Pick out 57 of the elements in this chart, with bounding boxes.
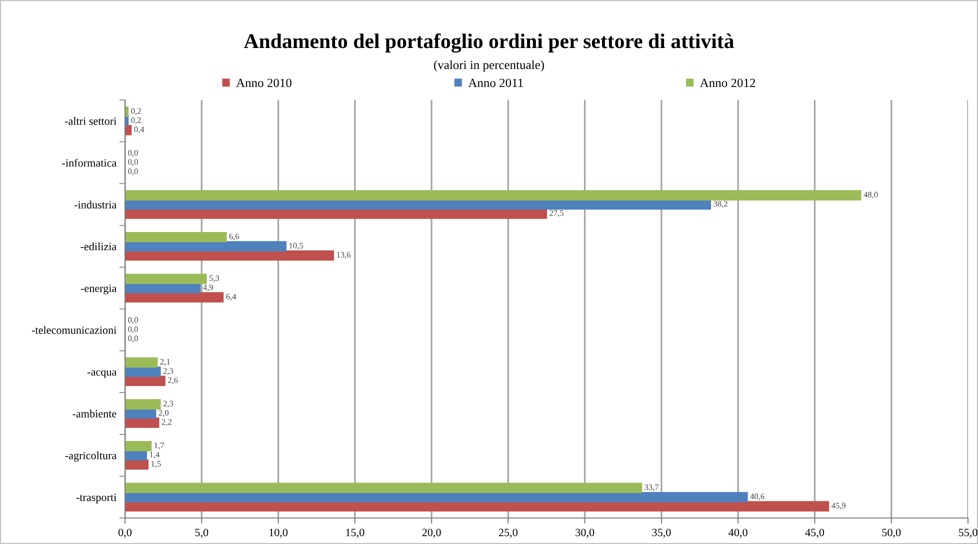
x-tick-label: 50,0 bbox=[882, 528, 901, 538]
data-label: 33,7 bbox=[644, 484, 659, 492]
data-label: 0,4 bbox=[134, 126, 144, 134]
data-label: 0,2 bbox=[131, 108, 141, 115]
x-tick-label: 10,0 bbox=[270, 528, 288, 538]
data-label: 2,1 bbox=[160, 358, 170, 366]
data-label: 40,6 bbox=[750, 494, 764, 500]
chart-subtitle: (valori in percentuale) bbox=[434, 60, 544, 72]
data-label: 5,3 bbox=[209, 275, 220, 282]
data-label: 0,0 bbox=[128, 168, 138, 176]
x-tick-label: 5,0 bbox=[195, 528, 208, 538]
data-label: 4,9 bbox=[203, 284, 213, 292]
y-tick-label: -ambiente bbox=[72, 410, 116, 418]
y-tick-label: -telecomunicazioni bbox=[32, 326, 116, 334]
x-tick-label: 55,0 bbox=[958, 528, 978, 538]
y-tick-label: -agricoltura bbox=[65, 451, 117, 462]
legend-label: Anno 2010 bbox=[236, 78, 292, 88]
y-tick-label: -altri settori bbox=[64, 117, 116, 125]
data-label: 0,0 bbox=[128, 326, 138, 334]
legend-label: Anno 2012 bbox=[700, 78, 756, 88]
data-label: 13,6 bbox=[336, 252, 351, 259]
data-label: 0,0 bbox=[128, 336, 138, 342]
y-tick-label: -acqua bbox=[87, 370, 117, 378]
x-tick-label: 40,0 bbox=[728, 528, 748, 538]
data-label: 0,0 bbox=[128, 159, 138, 166]
y-tick-label: -industria bbox=[74, 200, 117, 208]
x-tick-label: 20,0 bbox=[422, 528, 441, 538]
data-label: 1,4 bbox=[150, 452, 160, 459]
y-tick-label: -energia bbox=[80, 284, 117, 294]
data-label: 2,0 bbox=[158, 410, 169, 417]
data-label: 48,0 bbox=[864, 192, 878, 199]
data-label: 6,4 bbox=[226, 294, 236, 301]
data-label: 2,3 bbox=[163, 400, 174, 408]
data-label: 0,0 bbox=[128, 150, 138, 157]
data-label: 38,2 bbox=[714, 200, 728, 208]
data-label: 27,5 bbox=[550, 210, 564, 217]
data-label: 1,5 bbox=[152, 461, 161, 468]
data-label: 1,7 bbox=[154, 442, 164, 450]
data-label: 2,6 bbox=[168, 377, 178, 384]
y-tick-label: -trasporti bbox=[76, 494, 116, 504]
data-label: 2,2 bbox=[162, 419, 172, 426]
x-tick-label: 35,0 bbox=[652, 528, 671, 538]
x-tick-label: 30,0 bbox=[576, 528, 594, 538]
x-tick-label: 0,0 bbox=[118, 528, 132, 538]
data-label: 6,6 bbox=[229, 234, 240, 240]
chart-title: Andamento del portafoglio ordini per settore di attività bbox=[244, 33, 734, 53]
data-label: 2,3 bbox=[163, 368, 174, 375]
x-tick-label: 15,0 bbox=[346, 528, 364, 538]
x-tick-label: 45,0 bbox=[805, 528, 824, 538]
legend-label: Anno 2011 bbox=[468, 78, 523, 88]
data-label: 10,5 bbox=[289, 242, 303, 250]
y-tick-label: -informatica bbox=[62, 158, 117, 167]
data-label: 0,2 bbox=[131, 117, 141, 124]
data-label: 45,9 bbox=[831, 502, 846, 510]
y-tick-label: -edilizia bbox=[80, 242, 117, 250]
x-tick-label: 25,0 bbox=[498, 528, 518, 538]
data-label: 0,0 bbox=[128, 317, 138, 324]
